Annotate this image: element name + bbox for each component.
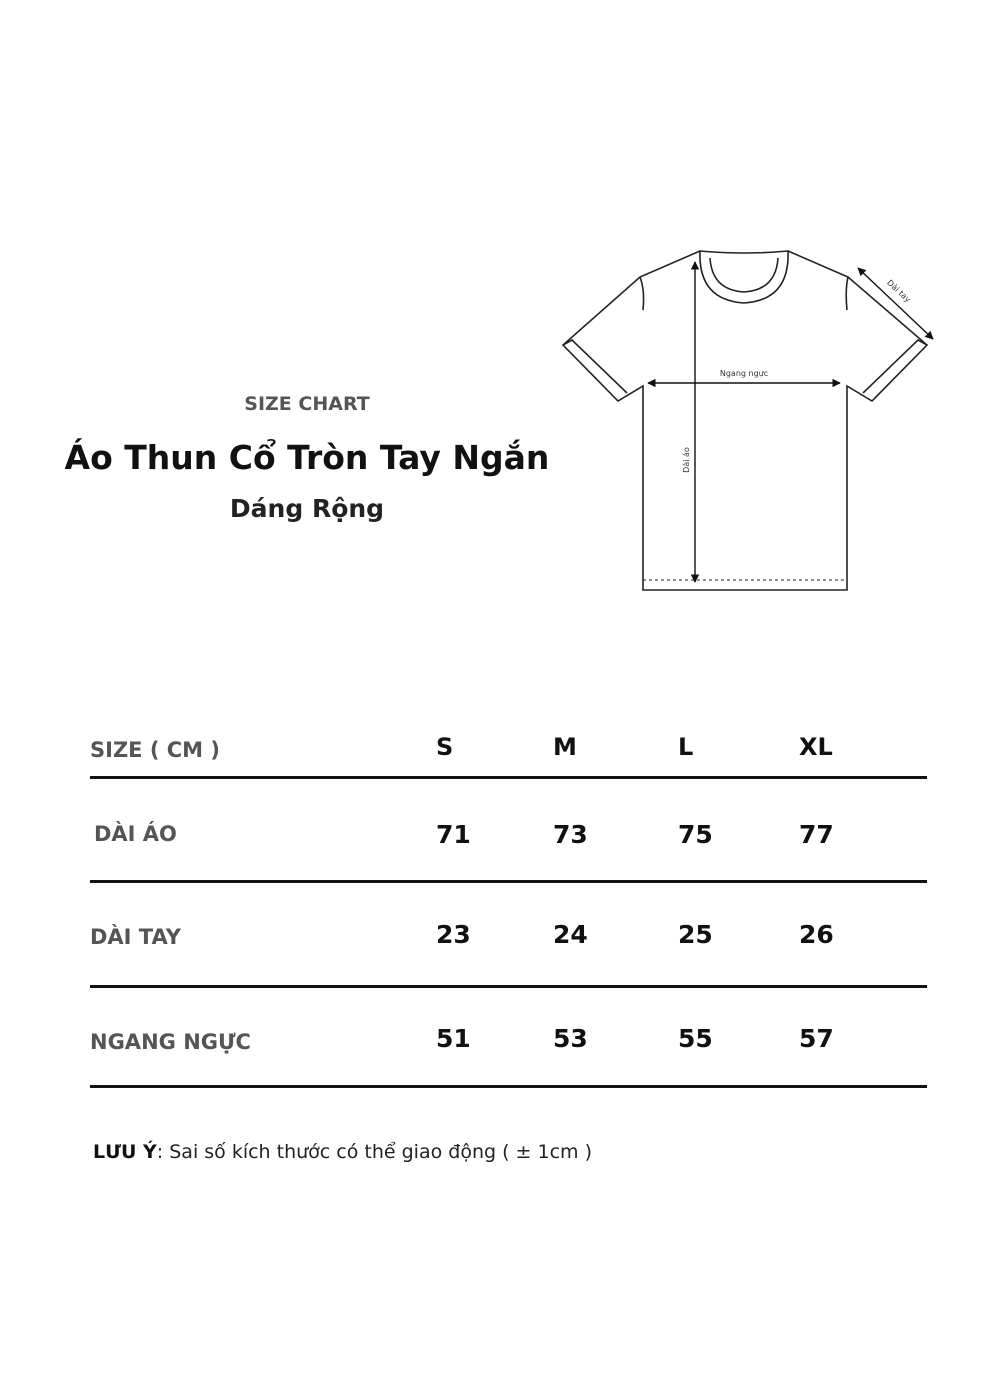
tshirt-outline (561, 250, 929, 591)
divider (90, 776, 927, 779)
cell: 26 (799, 920, 834, 949)
sleeve-label: Dài tay (885, 278, 912, 304)
cell: 51 (436, 1024, 471, 1053)
length-label: Dài áo (682, 447, 691, 473)
cell: 71 (436, 820, 471, 849)
divider (90, 880, 927, 883)
cell: 53 (553, 1024, 588, 1053)
size-header-s: S (436, 733, 454, 761)
cell: 24 (553, 920, 588, 949)
page-subtitle: Dáng Rộng (229, 494, 385, 523)
row-label-sleeve: DÀI TAY (90, 925, 181, 949)
cell: 73 (553, 820, 588, 849)
divider (90, 1085, 927, 1088)
note-label: LƯU Ý (93, 1141, 157, 1163)
cell: 75 (678, 820, 713, 849)
size-header-m: M (553, 733, 577, 761)
cell: 25 (678, 920, 713, 949)
cell: 57 (799, 1024, 834, 1053)
note: LƯU Ý: Sai số kích thước có thể giao độn… (93, 1141, 592, 1163)
row-label-chest: NGANG NGỰC (90, 1030, 251, 1054)
size-header-l: L (678, 733, 694, 761)
table-corner-label: SIZE ( CM ) (90, 738, 220, 762)
sleeve-arrow (857, 267, 934, 340)
cell: 77 (799, 820, 834, 849)
measurement-arrows (647, 261, 934, 583)
note-text: : Sai số kích thước có thể giao động ( ±… (156, 1141, 592, 1163)
divider (90, 985, 927, 988)
row-label-length: DÀI ÁO (94, 822, 177, 846)
tshirt-diagram: Ngang ngực Dài áo Dài tay (561, 250, 934, 591)
cell: 55 (678, 1024, 713, 1053)
cell: 23 (436, 920, 471, 949)
eyebrow-label: SIZE CHART (244, 393, 370, 415)
page-title: Áo Thun Cổ Tròn Tay Ngắn (64, 438, 550, 477)
chest-label: Ngang ngực (720, 369, 768, 379)
size-header-xl: XL (799, 733, 833, 761)
